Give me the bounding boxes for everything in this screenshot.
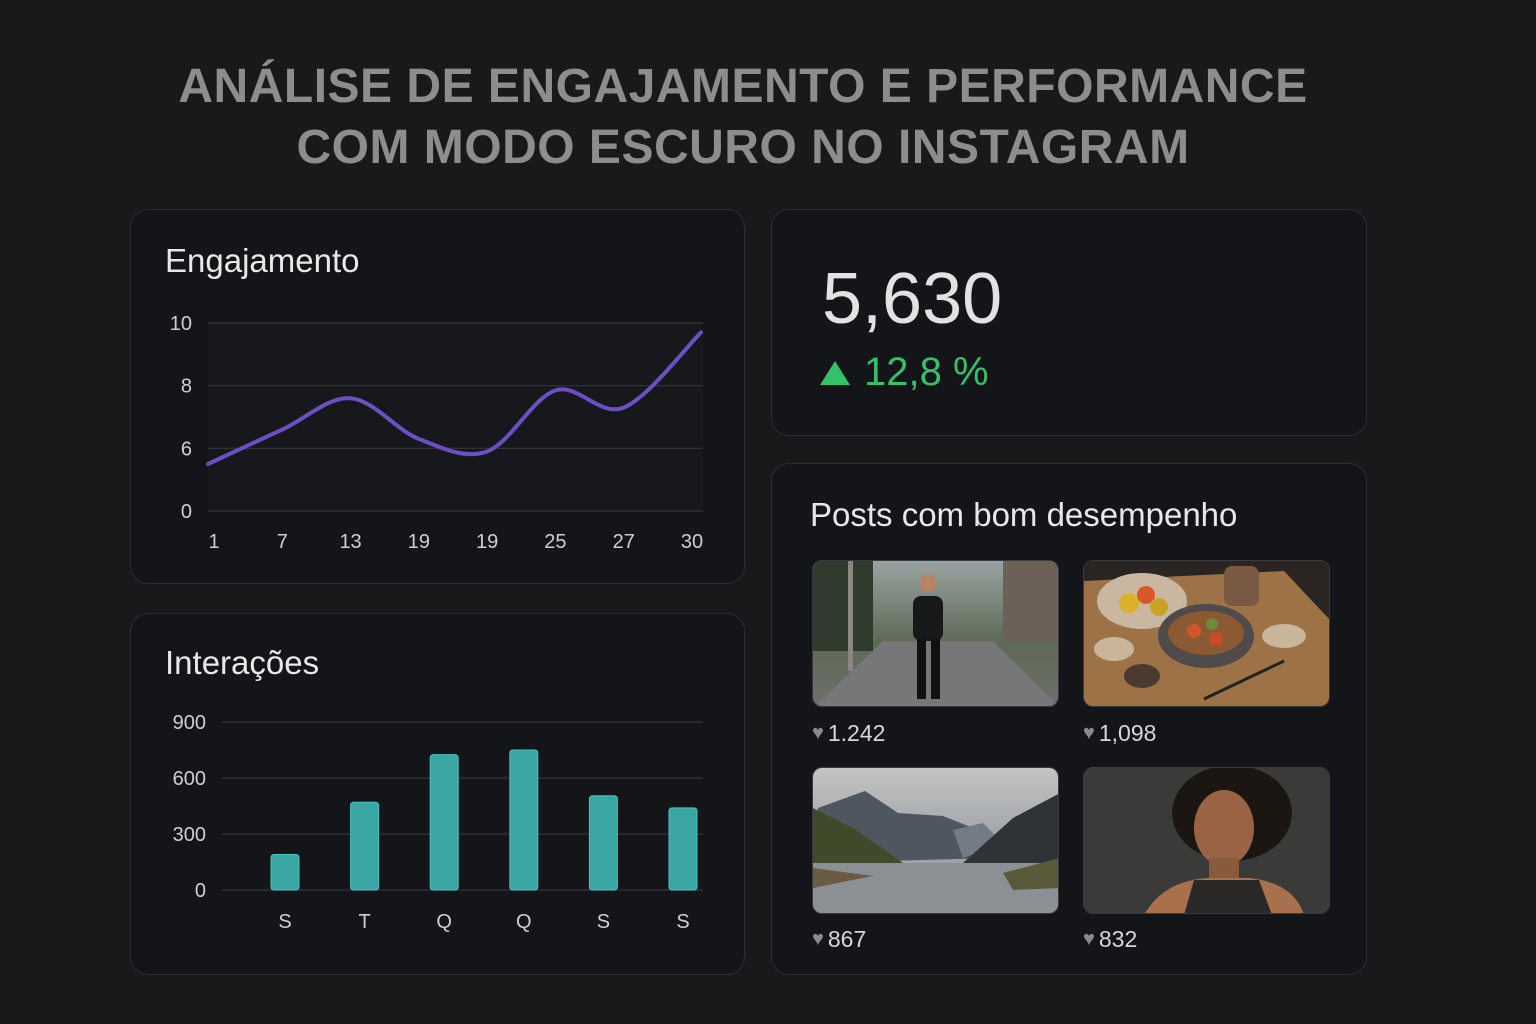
x-tick-label: 19 <box>476 531 498 553</box>
y-tick-label: 600 <box>173 768 206 790</box>
total-engagement-value: 5,630 <box>822 259 1003 339</box>
post-likes: ♥ 867 <box>812 926 866 953</box>
title-line-2: COM MODO ESCURO NO INSTAGRAM <box>296 121 1190 174</box>
x-tick-label: S <box>278 911 291 933</box>
engagement-title: Engajamento <box>165 242 360 279</box>
interaction-bar <box>350 801 380 891</box>
x-tick-label: 25 <box>544 531 566 553</box>
x-tick-label: 1 <box>208 531 219 553</box>
interaction-bar <box>429 754 459 891</box>
post-thumbnail-food-table[interactable] <box>1083 560 1330 707</box>
likes-count: 832 <box>1098 926 1138 952</box>
interaction-bar <box>509 749 539 891</box>
x-tick-label: Q <box>516 911 532 933</box>
interactions-card: Interações 0 300 600 900 S T Q Q S S <box>130 613 745 975</box>
x-tick-label: Q <box>436 911 452 933</box>
top-posts-title: Posts com bom desempenho <box>810 496 1238 533</box>
change-indicator: 12,8 % <box>820 350 989 395</box>
y-tick-label: 900 <box>173 712 206 734</box>
post-thumbnail-woman-portrait[interactable] <box>1083 767 1330 914</box>
engagement-line <box>206 330 703 466</box>
plot-area <box>208 323 703 511</box>
stats-card: 5,630 12,8 % <box>771 209 1367 436</box>
x-tick-label: S <box>597 911 610 933</box>
y-tick-label: 0 <box>181 501 192 523</box>
heart-icon: ♥ <box>812 722 824 744</box>
post-thumbnail-mountain-river[interactable] <box>812 767 1059 914</box>
likes-count: 1,098 <box>1098 720 1157 746</box>
change-value: 12,8 % <box>864 350 989 394</box>
photo-food-table <box>1084 561 1329 706</box>
heart-icon: ♥ <box>1083 928 1095 950</box>
interaction-bar <box>668 807 698 891</box>
heart-icon: ♥ <box>1083 722 1095 744</box>
photo-mountain-river <box>813 768 1058 913</box>
y-tick-label: 8 <box>181 376 192 398</box>
interactions-title: Interações <box>165 644 320 681</box>
interaction-bar <box>270 854 300 891</box>
x-tick-label: S <box>676 911 689 933</box>
likes-count: 1.242 <box>827 720 886 746</box>
engagement-card: Engajamento 0 6 8 10 1 7 13 19 19 25 27 30 <box>130 209 745 584</box>
y-tick-label: 300 <box>173 824 206 846</box>
y-tick-label: 0 <box>195 880 206 902</box>
y-tick-label: 10 <box>170 313 192 335</box>
photo-woman-portrait <box>1084 768 1329 913</box>
post-likes: ♥ 1.242 <box>812 720 885 747</box>
x-tick-label: 19 <box>408 531 430 553</box>
title-line-1: ANÁLISE DE ENGAJAMENTO E PERFORMANCE <box>178 60 1308 113</box>
triangle-up-icon <box>820 360 850 385</box>
x-tick-label: 7 <box>277 531 288 553</box>
x-tick-label: 30 <box>681 531 703 553</box>
engagement-line-chart: 0 6 8 10 1 7 13 19 19 25 27 30 <box>170 313 703 553</box>
interactions-bar-chart: 0 300 600 900 S T Q Q S S <box>173 712 703 933</box>
post-thumbnail-man-walking[interactable] <box>812 560 1059 707</box>
heart-icon: ♥ <box>812 928 824 950</box>
interaction-bar <box>588 795 618 891</box>
likes-count: 867 <box>827 926 867 952</box>
page-title: ANÁLISE DE ENGAJAMENTO E PERFORMANCE COM… <box>0 56 1486 178</box>
x-tick-label: T <box>358 911 370 933</box>
post-likes: ♥ 832 <box>1083 926 1137 953</box>
photo-man-walking-street <box>813 561 1058 706</box>
post-likes: ♥ 1,098 <box>1083 720 1156 747</box>
x-tick-label: 27 <box>613 531 635 553</box>
y-tick-label: 6 <box>181 438 192 460</box>
x-tick-label: 13 <box>339 531 361 553</box>
top-posts-card: Posts com bom desempenho ♥ 1.242 <box>771 463 1367 975</box>
